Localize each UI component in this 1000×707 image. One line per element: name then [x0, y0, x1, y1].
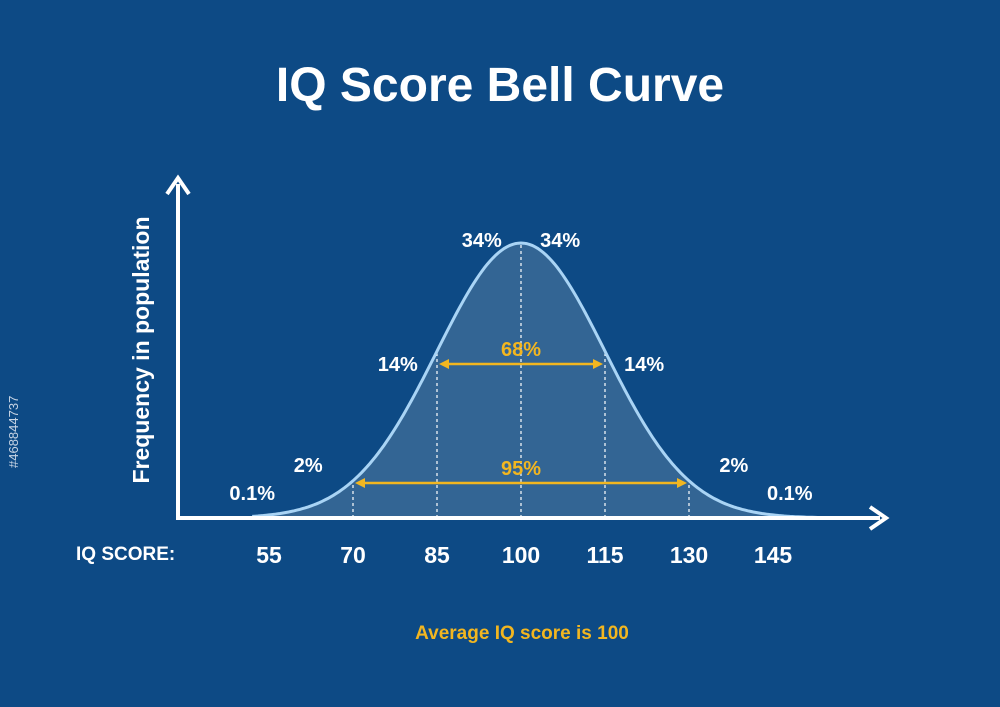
range-arrow-95pct: 95%	[355, 458, 687, 488]
x-axis-label: IQ SCORE:	[76, 544, 175, 565]
segment-label: 0.1%	[229, 483, 275, 505]
segment-label: 34%	[462, 230, 502, 252]
y-axis	[165, 174, 191, 520]
x-tick-label: 70	[340, 542, 366, 568]
watermark-id: #468844737	[6, 395, 21, 468]
curve-fill	[252, 243, 829, 518]
x-tick-label: 130	[670, 542, 708, 568]
arrow-left-icon	[439, 359, 449, 369]
range-arrow-68pct: 68%	[439, 339, 603, 369]
average-annotation: Average IQ score is 100	[415, 623, 629, 644]
x-tick-label: 55	[256, 542, 282, 568]
y-axis-label: Frequency in population	[128, 216, 154, 483]
segment-label: 14%	[378, 354, 418, 376]
x-axis	[177, 505, 890, 531]
range-arrows: 68% 95%	[355, 339, 687, 488]
arrow-left-icon	[355, 478, 365, 488]
x-tick-label: 100	[502, 542, 540, 568]
range-label: 68%	[501, 339, 541, 361]
segment-labels: 0.1% 2% 14% 34% 34% 14% 2% 0.1%	[229, 230, 812, 505]
x-axis-arrow-icon	[868, 505, 890, 531]
x-tick-label: 115	[586, 542, 623, 568]
y-axis-arrow-icon	[165, 174, 191, 196]
x-tick-label: 85	[424, 542, 450, 568]
segment-label: 34%	[540, 230, 580, 252]
arrow-right-icon	[593, 359, 603, 369]
x-tick-labels: 55 70 85 100 115 130 145	[256, 542, 792, 568]
arrow-right-icon	[677, 478, 687, 488]
range-label: 95%	[501, 458, 541, 480]
segment-label: 2%	[294, 455, 323, 477]
chart-title: IQ Score Bell Curve	[276, 59, 724, 112]
x-tick-label: 145	[754, 542, 793, 568]
bell-curve-line	[252, 241, 830, 520]
segment-label: 14%	[624, 354, 664, 376]
segment-label: 0.1%	[767, 483, 813, 505]
segment-label: 2%	[719, 455, 748, 477]
